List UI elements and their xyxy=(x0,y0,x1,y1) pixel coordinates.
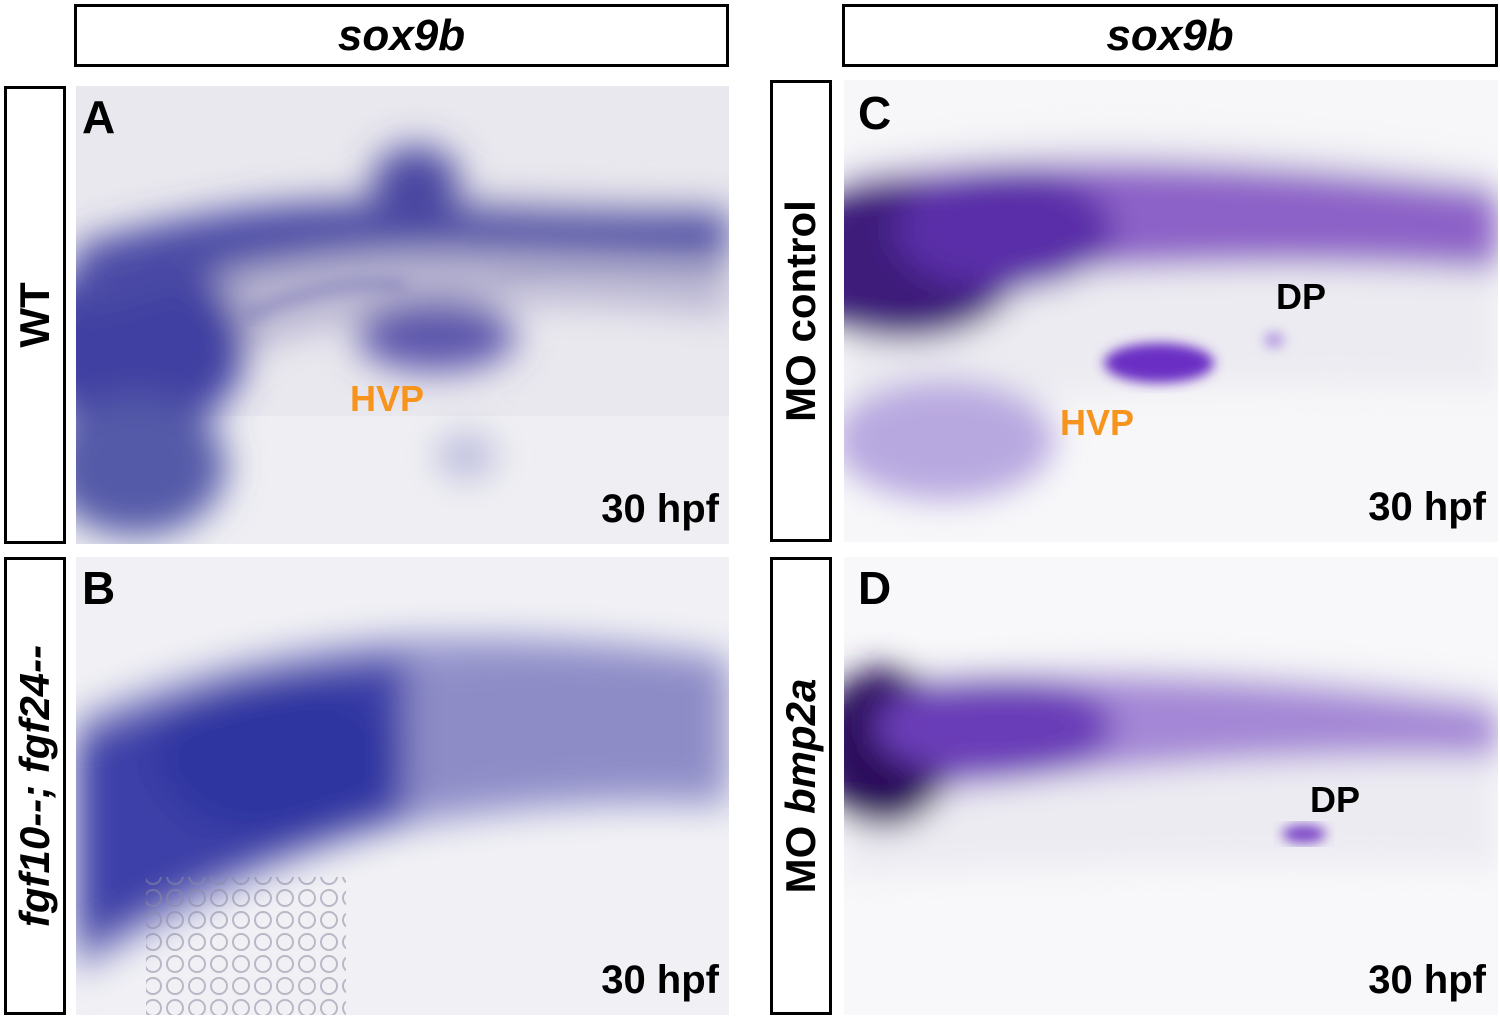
panel-c-image xyxy=(844,80,1498,542)
panel-d-stage-label: 30 hpf xyxy=(1368,958,1486,1002)
header-right-label: sox9b xyxy=(1106,10,1234,60)
header-left: sox9b xyxy=(74,4,729,67)
panel-b-micrograph: B 30 hpf xyxy=(76,557,729,1015)
row-label-d-prefix: MO xyxy=(777,814,824,894)
panel-a-micrograph: A HVP 30 hpf xyxy=(76,86,729,544)
panel-d-micrograph: D DP 30 hpf xyxy=(844,557,1498,1015)
row-label-box-b: fgf10--; fgf24-- xyxy=(4,557,66,1015)
row-label-c: MO control xyxy=(777,200,824,422)
panel-d-letter: D xyxy=(858,562,892,614)
row-label-b: fgf10--; fgf24-- xyxy=(11,644,58,928)
panel-b-image xyxy=(76,557,729,1015)
panel-c-micrograph: C DP HVP 30 hpf xyxy=(844,80,1498,542)
row-label-box-a: WT xyxy=(4,86,66,544)
panel-a-stage-label: 30 hpf xyxy=(601,487,719,531)
header-right: sox9b xyxy=(842,4,1498,67)
row-label-a: WT xyxy=(11,282,58,348)
panel-d-image xyxy=(844,557,1498,1015)
panel-a-letter: A xyxy=(82,91,116,143)
panel-b-stage-label: 30 hpf xyxy=(601,958,719,1002)
panel-a-image xyxy=(76,86,729,544)
panel-c-stage-label: 30 hpf xyxy=(1368,485,1486,529)
header-left-label: sox9b xyxy=(337,10,466,60)
panel-c-letter: C xyxy=(858,87,892,139)
panel-a-hvp-label: HVP xyxy=(350,378,425,419)
row-label-box-d: MO bmp2a xyxy=(770,557,832,1015)
row-label-d-gene: bmp2a xyxy=(777,678,824,815)
row-label-box-c: MO control xyxy=(770,80,832,542)
panel-c-dp-label: DP xyxy=(1276,276,1327,317)
panel-d-dp-label: DP xyxy=(1310,779,1361,820)
row-label-d: MO bmp2a xyxy=(777,679,825,894)
panel-b-letter: B xyxy=(82,562,116,614)
panel-c-hvp-label: HVP xyxy=(1060,402,1135,443)
